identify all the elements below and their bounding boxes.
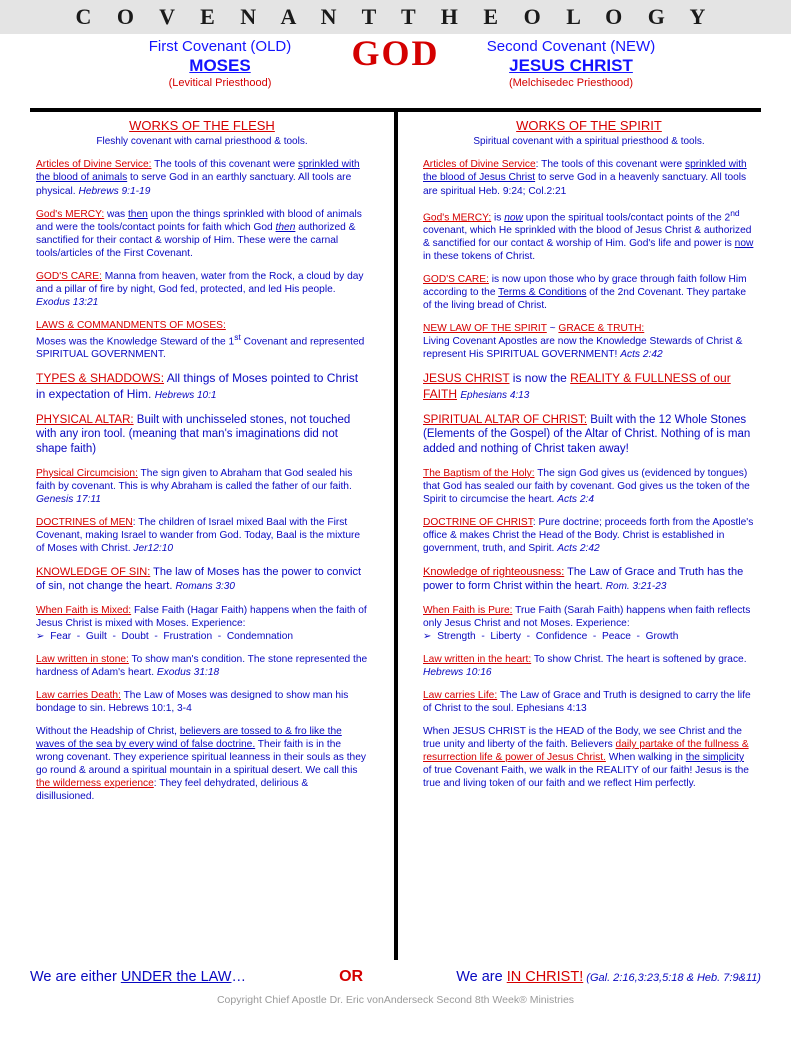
header-left: First Covenant (OLD) MOSES (Levitical Pr… xyxy=(50,38,390,89)
entry: Knowledge of righteousness: The Law of G… xyxy=(423,565,755,594)
covenant-name-left: MOSES xyxy=(50,56,390,76)
entry: PHYSICAL ALTAR: Built with unchisseled s… xyxy=(36,413,368,457)
header-right: Second Covenant (NEW) JESUS CHRIST (Melc… xyxy=(401,38,741,89)
entry: TYPES & SHADDOWS: All things of Moses po… xyxy=(36,371,368,402)
entry: Without the Headship of Christ, believer… xyxy=(36,725,368,803)
entry: When JESUS CHRIST is the HEAD of the Bod… xyxy=(423,725,755,790)
entry: God's MERCY: was then upon the things sp… xyxy=(36,208,368,260)
comparison-grid: WORKS OF THE FLESH Fleshly covenant with… xyxy=(30,108,761,960)
entry: Law written in stone: To show man's cond… xyxy=(36,653,368,679)
footer-right: We are IN CHRIST! (Gal. 2:16,3:23,5:18 &… xyxy=(456,969,761,985)
entry: GOD'S CARE: is now upon those who by gra… xyxy=(423,273,755,312)
entry: JESUS CHRIST is now the REALITY & FULLNE… xyxy=(423,371,755,402)
column-left: WORKS OF THE FLESH Fleshly covenant with… xyxy=(32,118,372,814)
entry: Law written in the heart: To show Christ… xyxy=(423,653,755,679)
entry: Articles of Divine Service: The tools of… xyxy=(423,158,755,197)
section-title-left: WORKS OF THE FLESH xyxy=(36,118,368,135)
main-title: C O V E N A N T T H E O L O G Y xyxy=(0,0,791,34)
entry: DOCTRINE OF CHRIST: Pure doctrine; proce… xyxy=(423,516,755,555)
covenant-label-left: First Covenant (OLD) xyxy=(50,38,390,55)
entry: SPIRITUAL ALTAR OF CHRIST: Built with th… xyxy=(423,413,755,457)
entry: Law carries Death: The Law of Moses was … xyxy=(36,689,368,715)
entry: When Faith is Pure: True Faith (Sarah Fa… xyxy=(423,604,755,643)
entry: Law carries Life: The Law of Grace and T… xyxy=(423,689,755,715)
priesthood-left: (Levitical Priesthood) xyxy=(50,77,390,89)
footer-or: OR xyxy=(339,968,363,986)
covenant-name-right: JESUS CHRIST xyxy=(401,56,741,76)
entry: God's MERCY: is now upon the spiritual t… xyxy=(423,208,755,264)
section-title-right: WORKS OF THE SPIRIT xyxy=(423,118,755,135)
section-sub-right: Spiritual covenant with a spiritual prie… xyxy=(423,136,755,149)
copyright: Copyright Chief Apostle Dr. Eric vonAnde… xyxy=(0,994,791,1006)
section-sub-left: Fleshly covenant with carnal priesthood … xyxy=(36,136,368,149)
entry: The Baptism of the Holy: The sign God gi… xyxy=(423,467,755,506)
column-right: WORKS OF THE SPIRIT Spiritual covenant w… xyxy=(419,118,759,800)
footer-left: We are either UNDER the LAW… xyxy=(30,969,246,985)
priesthood-right: (Melchisedec Priesthood) xyxy=(401,77,741,89)
covenant-label-right: Second Covenant (NEW) xyxy=(401,38,741,55)
entry: GOD'S CARE: Manna from heaven, water fro… xyxy=(36,270,368,309)
entry: Articles of Divine Service: The tools of… xyxy=(36,158,368,197)
entry: KNOWLEDGE OF SIN: The law of Moses has t… xyxy=(36,565,368,594)
entry: NEW LAW OF THE SPIRIT ~ GRACE & TRUTH:Li… xyxy=(423,322,755,361)
header: First Covenant (OLD) MOSES (Levitical Pr… xyxy=(0,34,791,108)
entry: When Faith is Mixed: False Faith (Hagar … xyxy=(36,604,368,643)
entry: LAWS & COMMANDMENTS OF MOSES:Moses was t… xyxy=(36,319,368,362)
footer-line: We are either UNDER the LAW… OR We are I… xyxy=(30,968,761,986)
vertical-divider xyxy=(394,112,398,960)
entry: DOCTRINES of MEN: The children of Israel… xyxy=(36,516,368,555)
entry: Physical Circumcision: The sign given to… xyxy=(36,467,368,506)
